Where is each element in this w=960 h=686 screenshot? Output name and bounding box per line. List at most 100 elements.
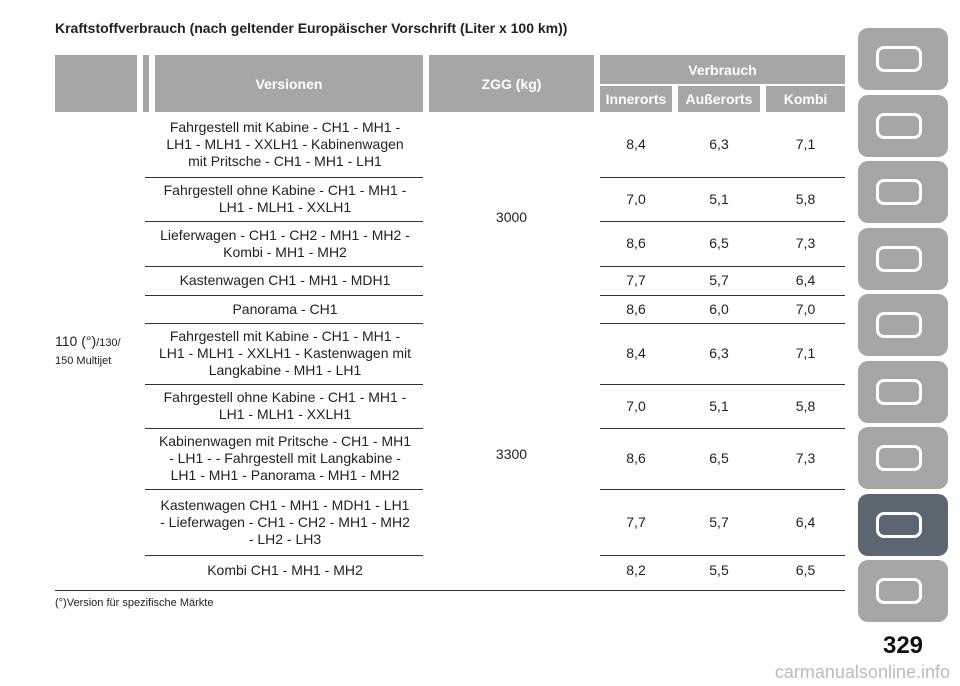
row-line	[600, 221, 845, 222]
version-line: Fahrgestell mit Kabine - CH1 - MH1 -	[169, 119, 401, 135]
version-line: mit Pritsche - CH1 - MH1 - LH1	[188, 153, 382, 169]
row-line	[600, 266, 845, 267]
engine-text: /130/	[96, 337, 121, 349]
value-cell: 6,3	[709, 345, 729, 361]
sidebar-tab	[858, 560, 948, 622]
value-cell: 5,8	[795, 190, 816, 207]
sidebar-tab	[858, 94, 948, 157]
value-cell: 8,4	[626, 345, 646, 361]
sidebar-tab	[858, 161, 948, 223]
tab-icon	[876, 46, 922, 72]
value-cell: 7,0	[626, 190, 646, 207]
row-line	[145, 177, 423, 178]
version-cell: Kombi CH1 - MH1 - MH2	[145, 555, 425, 585]
version-cell: Lieferwagen - CH1 - CH2 - MH1 - MH2 - Kom…	[145, 221, 425, 266]
row-line	[600, 428, 845, 429]
tab-icon	[876, 245, 922, 272]
row-line	[145, 221, 423, 222]
value-cell: 6,4	[795, 272, 816, 288]
header-cell: Verbrauch	[600, 55, 845, 84]
sidebar-tab	[858, 427, 948, 489]
version-line: Lieferwagen - CH1 - CH2 - MH1 - MH2 -	[160, 226, 410, 243]
version-line: - LH1 - - Fahrgestell mit Langkabine -	[169, 450, 401, 466]
row-line	[600, 555, 845, 556]
value-cell: 5,7	[709, 513, 729, 530]
version-line: Fahrgestell ohne Kabine - CH1 - MH1 -	[163, 182, 407, 198]
version-cell: Kastenwagen CH1 - MH1 - MDH1	[145, 266, 425, 295]
row-line	[145, 555, 423, 556]
title: Kraftstoffverbrauch (nach geltender Euro…	[55, 20, 568, 36]
value-cell: 6,3	[709, 136, 729, 152]
value-cell: 7,3	[795, 235, 816, 251]
version-cell: Panorama - CH1	[145, 295, 425, 323]
header-cell: Innerorts	[600, 86, 672, 112]
header-cell: Kombi	[766, 86, 845, 112]
row-line	[600, 384, 845, 385]
sidebar-tab	[858, 493, 948, 556]
value-cell: 7,0	[626, 397, 646, 414]
page-number: 329	[882, 632, 924, 659]
zgg-cell: 3000	[495, 209, 528, 225]
value-cell: 8,2	[626, 561, 646, 578]
row-line	[145, 266, 423, 267]
sidebar-tab	[858, 360, 948, 423]
version-line: Panorama - CH1	[232, 300, 338, 317]
row-line	[145, 428, 423, 429]
row-line	[145, 295, 423, 296]
tab-icon	[876, 578, 922, 604]
sidebar-tab	[858, 28, 948, 90]
version-line: Kabinenwagen mit Pritsche - CH1 - MH1	[158, 433, 412, 449]
version-line: LH1 - MH1 - Panorama - MH1 - MH2	[170, 467, 400, 483]
row-line	[145, 489, 423, 490]
value-cell: 7,1	[795, 345, 816, 361]
tab-icon	[876, 312, 922, 338]
version-line: LH1 - MLH1 - XXLH1 - Kabinenwagen	[166, 136, 404, 152]
row-line	[600, 295, 845, 296]
header-cell: Versionen	[155, 55, 423, 112]
value-cell: 6,5	[709, 450, 729, 466]
engine-text: 110 (°)	[55, 333, 97, 349]
value-cell: 5,5	[709, 561, 729, 578]
version-cell: Fahrgestell ohne Kabine - CH1 - MH1 - LH1…	[145, 177, 425, 221]
value-cell: 6,5	[795, 561, 816, 578]
version-cell: Fahrgestell mit Kabine - CH1 - MH1 - LH1 …	[145, 112, 425, 177]
version-line: Kastenwagen CH1 - MH1 - MDH1 - LH1	[160, 496, 410, 513]
sidebar-tab	[858, 227, 948, 290]
value-cell: 8,6	[626, 235, 646, 251]
header-cell: Außerorts	[678, 86, 760, 112]
value-cell: 7,1	[795, 136, 816, 152]
tab-icon	[876, 112, 922, 139]
version-line: - LH2 - LH3	[248, 530, 322, 547]
tab-icon	[876, 378, 922, 405]
row-line	[145, 323, 423, 324]
row-line	[600, 489, 845, 490]
row-line	[600, 323, 845, 324]
tab-icon	[876, 511, 922, 538]
value-cell: 7,7	[626, 272, 646, 288]
watermark: carmanualsonline.info	[774, 662, 950, 682]
value-cell: 8,4	[626, 136, 646, 152]
version-line: LH1 - MLH1 - XXLH1	[218, 406, 352, 422]
header-cell	[55, 55, 137, 112]
table-bottom-line	[55, 590, 845, 591]
version-cell: Kabinenwagen mit Pritsche - CH1 - MH1- L…	[145, 428, 425, 489]
footnote: (°)Version für spezifische Märkte	[55, 597, 214, 609]
value-cell: 8,6	[626, 300, 646, 317]
value-cell: 7,3	[795, 450, 816, 466]
version-line: Langkabine - MH1 - LH1	[208, 362, 362, 378]
engine-text: 150 Multijet	[55, 355, 112, 367]
value-cell: 7,7	[626, 513, 646, 530]
value-cell: 8,6	[626, 450, 646, 466]
tab-icon	[876, 445, 922, 471]
version-cell: Kastenwagen CH1 - MH1 - MDH1 - LH1- Lief…	[145, 489, 425, 555]
version-cell: Fahrgestell ohne Kabine - CH1 - MH1 - LH1…	[145, 384, 425, 428]
value-cell: 6,5	[709, 235, 729, 251]
header-cell	[143, 55, 149, 112]
row-line	[145, 384, 423, 385]
value-cell: 6,0	[709, 300, 729, 317]
value-cell: 5,1	[709, 397, 729, 414]
sidebar-tab	[858, 294, 948, 356]
version-line: LH1 - MLH1 - XXLH1 - Kastenwagen mit	[158, 345, 412, 361]
value-cell: 5,7	[709, 272, 729, 288]
version-line: - Lieferwagen - CH1 - CH2 - MH1 - MH2	[160, 513, 410, 530]
